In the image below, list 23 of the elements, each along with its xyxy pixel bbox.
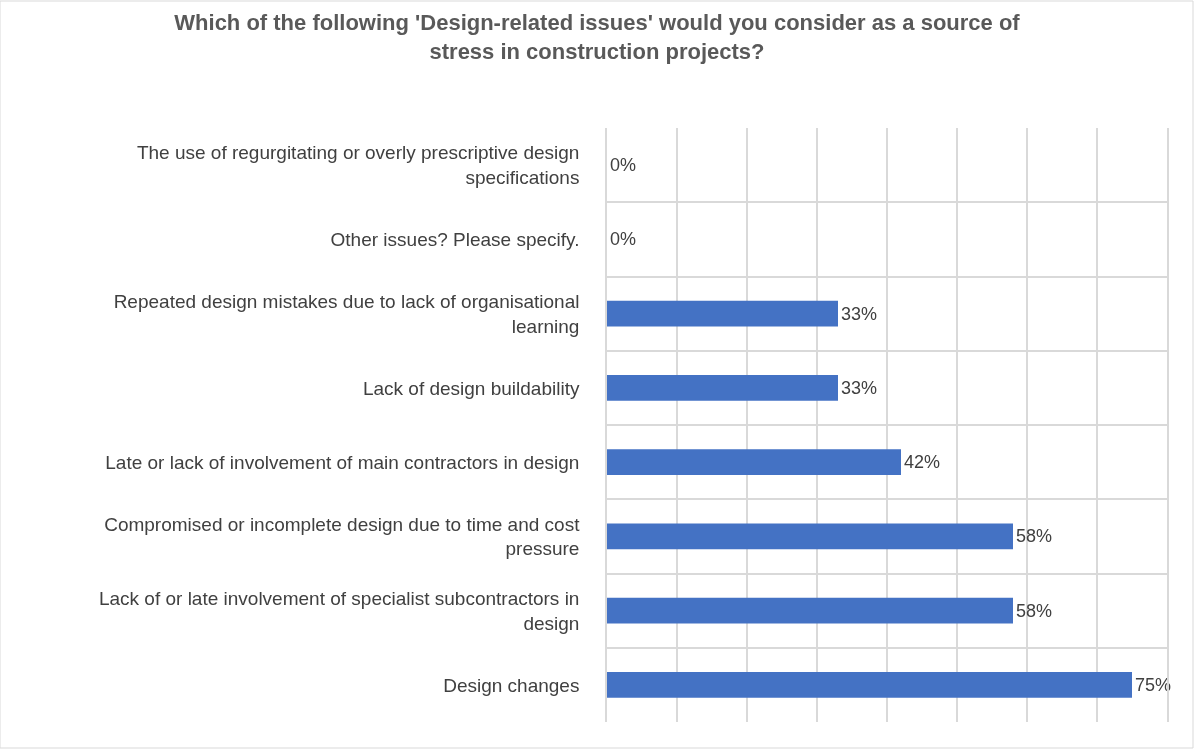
bar bbox=[607, 523, 1013, 550]
data-label: 0% bbox=[610, 155, 637, 176]
data-label: 33% bbox=[841, 377, 878, 398]
y-tick-label: Lack of or late involvement of specialist subcontractors in design bbox=[98, 587, 580, 634]
bar bbox=[607, 449, 901, 476]
y-tick-label: Compromised or incomplete design due to time and cost pressure bbox=[104, 513, 581, 560]
y-tick-label: The use of regurgitating or overly prescriptive design specifications bbox=[136, 142, 580, 189]
y-tick-label: Repeated design mistakes due to lack of organisational learning bbox=[113, 290, 580, 337]
bar bbox=[607, 300, 838, 327]
chart-title: Which of the following 'Design-related issues' would you consider as a source of stress in construction projects? bbox=[174, 9, 1021, 64]
data-label: 0% bbox=[610, 229, 637, 250]
data-label: 42% bbox=[904, 452, 941, 473]
data-label: 75% bbox=[1135, 674, 1172, 695]
y-tick-label: Design changes bbox=[443, 674, 580, 696]
data-label: 33% bbox=[841, 303, 878, 324]
data-label: 58% bbox=[1016, 600, 1053, 621]
bar bbox=[607, 671, 1132, 698]
y-tick-label: Lack of design buildability bbox=[362, 377, 580, 399]
bar bbox=[607, 597, 1013, 624]
y-tick-label: Late or lack of involvement of main contractors in design bbox=[105, 451, 580, 473]
y-tick-label: Other issues? Please specify. bbox=[330, 229, 580, 251]
bar bbox=[607, 374, 838, 401]
data-label: 58% bbox=[1016, 526, 1053, 547]
